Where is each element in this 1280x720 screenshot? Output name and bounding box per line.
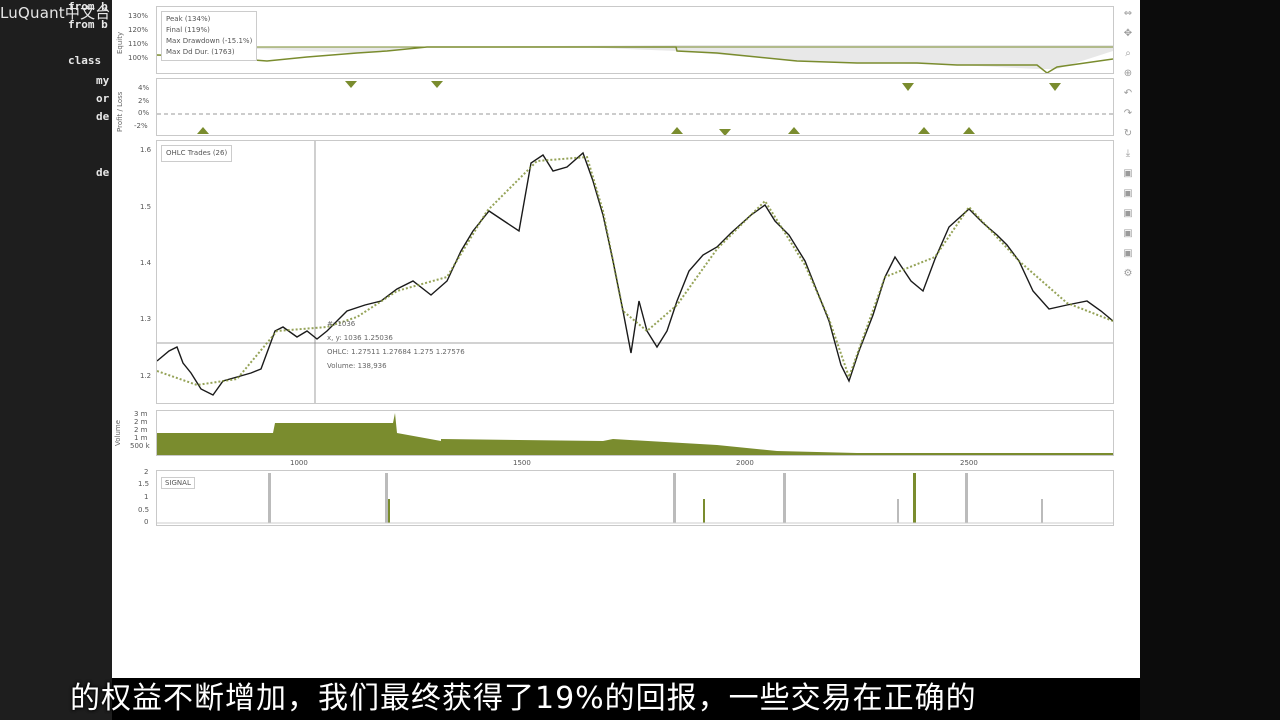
code-line: de — [96, 166, 110, 179]
x-tick: 1500 — [513, 459, 531, 467]
tooltip-volume: Volume: 138,936 — [327, 362, 387, 370]
signal-tick: 0.5 — [138, 506, 150, 514]
undo-icon[interactable]: ↶ — [1123, 88, 1133, 99]
equity-legend: Peak (134%) Final (119%) Max Drawdown (-… — [161, 11, 258, 61]
legend-max-drawdown: Max Drawdown (-15.1%) — [166, 37, 253, 45]
volume-tick: 500 k — [130, 442, 150, 450]
signal-label: SIGNAL — [161, 477, 195, 489]
volume-tick: 1 m — [134, 434, 148, 442]
legend-final: Final (119%) — [166, 26, 210, 34]
equity-ylabel: Equity — [116, 31, 124, 54]
profit-loss-panel[interactable] — [156, 78, 1114, 136]
equity-tick: 100% — [128, 54, 149, 62]
x-tick: 1000 — [290, 459, 308, 467]
right-pane — [1140, 0, 1280, 720]
equity-panel[interactable]: Peak (134%) Final (119%) Max Drawdown (-… — [156, 6, 1114, 74]
volume-panel[interactable] — [156, 410, 1114, 456]
signal-tick: 1 — [144, 493, 149, 501]
video-subtitle: 的权益不断增加，我们最终获得了19%的回报，一些交易在正确的 — [70, 681, 977, 716]
equity-tick: 120% — [128, 26, 149, 34]
hover-icon[interactable]: ▣ — [1123, 168, 1133, 179]
signal-tick: 2 — [144, 468, 149, 476]
redo-icon[interactable]: ↷ — [1123, 108, 1133, 119]
pl-tick: 4% — [138, 84, 150, 92]
pl-tick: 0% — [138, 109, 150, 117]
signal-plot — [157, 473, 1113, 524]
volume-tick: 3 m — [134, 410, 148, 418]
code-line: de — [96, 110, 110, 123]
pl-tick: 2% — [138, 97, 150, 105]
save-icon[interactable]: ⤓ — [1125, 148, 1131, 159]
tooltip-ohlc: OHLC: 1.27511 1.27684 1.275 1.27576 — [327, 348, 465, 356]
ohlc-tick: 1.6 — [140, 146, 152, 154]
legend-peak: Peak (134%) — [166, 15, 211, 23]
profit-loss-plot — [157, 81, 1113, 135]
code-line: my — [96, 74, 110, 87]
ohlc-tick: 1.2 — [140, 372, 152, 380]
volume-tick: 2 m — [134, 426, 148, 434]
code-line: or — [96, 92, 110, 105]
hover-icon[interactable]: ▣ — [1123, 188, 1133, 199]
code-line: from b — [68, 18, 108, 31]
equity-plot — [157, 45, 1113, 73]
wheel-zoom-icon[interactable]: ⊕ — [1123, 68, 1133, 79]
watermark: LuQuant中文台 — [0, 4, 111, 22]
hover-icon[interactable]: ⚙ — [1123, 268, 1133, 279]
code-line: from b — [68, 0, 108, 13]
equity-tick: 130% — [128, 12, 149, 20]
tooltip-xy: x, y: 1036 1.25036 — [327, 334, 393, 342]
hover-icon[interactable]: ▣ — [1123, 228, 1133, 239]
x-tick: 2000 — [736, 459, 754, 467]
hover-icon[interactable]: ▣ — [1123, 248, 1133, 259]
arrows-icon[interactable]: ⇔ — [1123, 8, 1133, 19]
ohlc-tick: 1.4 — [140, 259, 152, 267]
ohlc-tick: 1.5 — [140, 203, 152, 211]
zoom-icon[interactable]: ⌕ — [1125, 48, 1131, 59]
pl-tick: -2% — [134, 122, 148, 130]
volume-tick: 2 m — [134, 418, 148, 426]
code-line: class — [68, 54, 102, 67]
signal-tick: 0 — [144, 518, 149, 526]
pl-ylabel: Profit / Loss — [116, 91, 124, 132]
legend-max-dd-duration: Max Dd Dur. (1763) — [166, 48, 235, 56]
ohlc-panel[interactable]: OHLC Trades (26) #: 1036 x, y: 1036 1.25… — [156, 140, 1114, 404]
tooltip-index: #: 1036 — [327, 320, 356, 328]
signal-panel[interactable]: SIGNAL — [156, 470, 1114, 526]
equity-tick: 110% — [128, 40, 149, 48]
volume-plot — [157, 413, 1113, 455]
hover-tooltip: #: 1036 x, y: 1036 1.25036 OHLC: 1.27511… — [327, 317, 465, 373]
ohlc-plot — [157, 141, 1113, 403]
chart-toolbar: ⇔ ✥ ⌕ ⊕ ↶ ↷ ↻ ⤓ ▣ ▣ ▣ ▣ ▣ ⚙ — [1116, 0, 1140, 300]
volume-ylabel: Volume — [114, 419, 122, 446]
code-editor[interactable]: from b from b class my or de de — [0, 0, 112, 720]
reset-icon[interactable]: ↻ — [1123, 128, 1133, 139]
ohlc-tick: 1.3 — [140, 315, 152, 323]
x-tick: 2500 — [960, 459, 978, 467]
pan-icon[interactable]: ✥ — [1123, 28, 1133, 39]
hover-icon[interactable]: ▣ — [1123, 208, 1133, 219]
signal-tick: 1.5 — [138, 480, 150, 488]
ohlc-legend: OHLC Trades (26) — [161, 145, 233, 162]
